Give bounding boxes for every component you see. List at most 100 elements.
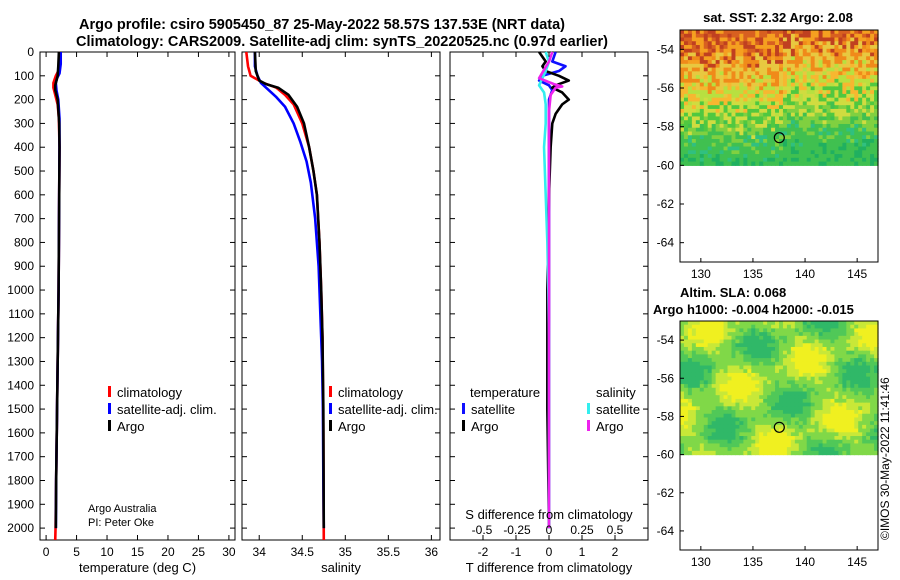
map-cell: [735, 376, 740, 381]
map-x-tick-label: 130: [691, 555, 711, 569]
map-cell: [743, 101, 748, 106]
map-cell: [850, 157, 855, 163]
map-cell: [818, 48, 824, 54]
map-cell: [719, 161, 725, 166]
map-cell: [731, 417, 737, 422]
map-cell: [771, 384, 776, 389]
map-cell: [763, 343, 768, 348]
map-cell: [822, 398, 828, 404]
map-cell: [723, 369, 729, 374]
map-cell: [794, 402, 800, 407]
map-cell: [759, 120, 764, 125]
map-cell: [802, 30, 808, 35]
map-cell: [790, 105, 796, 110]
map-cell: [755, 321, 760, 326]
map-cell: [834, 421, 839, 426]
map-cell: [691, 45, 697, 50]
map-cell: [699, 135, 705, 140]
map-cell: [715, 335, 721, 341]
y-tick-label: 900: [14, 259, 34, 273]
map-cell: [786, 391, 792, 396]
map-cell: [842, 384, 847, 389]
map-cell: [814, 428, 820, 433]
map-cell: [790, 424, 796, 430]
map-cell: [786, 154, 792, 159]
map-cell: [858, 424, 863, 430]
map-cell: [842, 45, 847, 50]
map-cell: [790, 101, 796, 106]
map-cell: [838, 161, 843, 166]
map-cell: [687, 339, 693, 344]
map-cell: [711, 395, 717, 400]
map-cell: [683, 146, 689, 151]
map-cell: [802, 376, 808, 381]
map-cell: [834, 93, 839, 99]
map-cell: [862, 90, 867, 95]
map-cell: [818, 150, 824, 155]
map-cell: [680, 387, 685, 393]
map-cell: [834, 139, 839, 144]
map-cell: [818, 90, 824, 95]
map-cell: [826, 75, 832, 80]
map-cell: [775, 447, 780, 452]
map-cell: [826, 41, 832, 46]
map-cell: [683, 142, 689, 148]
map-cell: [747, 33, 752, 39]
map-cell: [735, 90, 740, 95]
x-tick-label: 30: [222, 545, 236, 559]
map-cell: [747, 369, 752, 374]
map-cell: [830, 67, 836, 72]
map-cell: [874, 75, 879, 80]
map-cell: [715, 324, 721, 330]
map-cell: [723, 161, 729, 166]
map-cell: [715, 421, 721, 426]
map-cell: [782, 116, 788, 121]
map-cell: [782, 447, 788, 452]
map-cell: [846, 146, 851, 151]
map-cell: [870, 131, 875, 136]
x-tick-label: 2: [612, 545, 619, 559]
map-cell: [858, 350, 863, 355]
map-cell: [731, 343, 737, 348]
map-cell: [723, 436, 729, 441]
map-cell: [771, 361, 776, 367]
map-y-tick-label: -54: [657, 42, 675, 56]
map-cell: [866, 384, 871, 389]
map-cell: [798, 37, 804, 42]
map-cell: [767, 369, 772, 374]
map-cell: [870, 346, 875, 352]
map-cell: [727, 82, 733, 87]
map-cell: [866, 82, 871, 87]
map-cell: [802, 398, 808, 404]
map-cell: [695, 391, 701, 396]
map-cell: [838, 428, 843, 433]
map-cell: [751, 332, 756, 337]
map-cell: [798, 90, 804, 95]
map-cell: [782, 443, 788, 448]
map-cell: [739, 97, 744, 103]
map-cell: [874, 358, 879, 363]
map-cell: [814, 78, 820, 84]
map-cell: [850, 86, 855, 91]
map-cell: [747, 343, 752, 348]
map-cell: [763, 33, 768, 39]
map-cell: [838, 361, 843, 367]
map-cell: [826, 56, 832, 61]
map-cell: [727, 436, 733, 441]
map-cell: [814, 48, 820, 54]
map-cell: [735, 369, 740, 374]
map-cell: [822, 67, 828, 72]
map-cell: [786, 157, 792, 163]
map-cell: [866, 67, 871, 72]
map-cell: [842, 343, 847, 348]
map-cell: [739, 41, 744, 46]
map-cell: [810, 424, 816, 430]
map-cell: [687, 436, 693, 441]
map-x-tick-label: 135: [743, 267, 763, 281]
map-cell: [850, 30, 855, 35]
map-cell: [838, 324, 843, 330]
map-cell: [822, 30, 828, 35]
map-cell: [703, 380, 709, 385]
map-cell: [842, 157, 847, 163]
